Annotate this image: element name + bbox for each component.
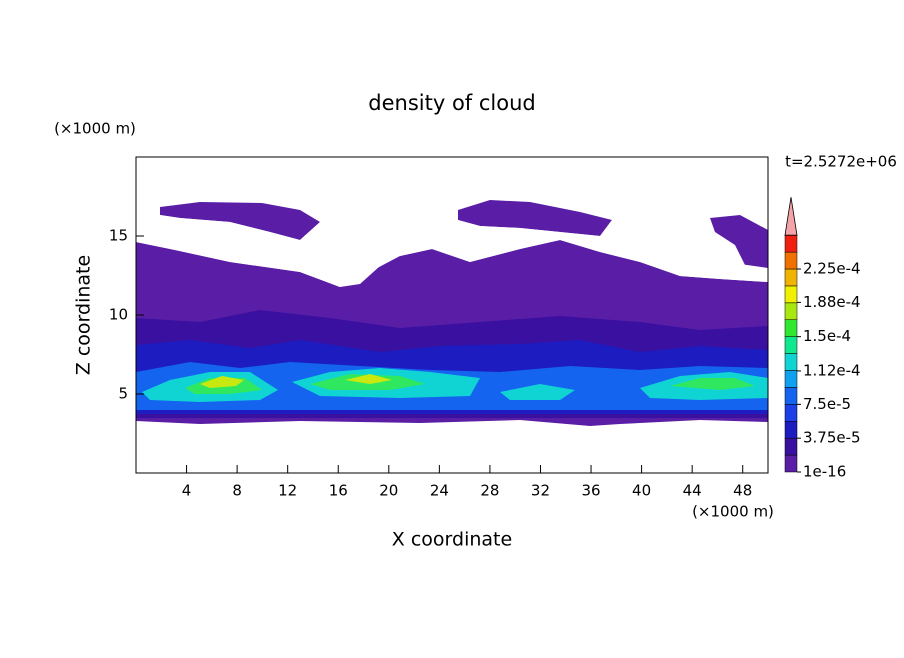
- x-unit: (×1000 m): [692, 503, 774, 521]
- colorbar-segment: [784, 404, 798, 422]
- colorbar-segment: [784, 251, 798, 270]
- x-tick-label: 8: [232, 482, 242, 500]
- colorbar-tick-label: 1.88e-4: [803, 293, 861, 311]
- x-tick-label: 28: [480, 482, 499, 500]
- colorbar-segment: [784, 336, 798, 354]
- chart-title: density of cloud: [368, 91, 535, 115]
- x-tick-label: 44: [683, 482, 702, 500]
- y-tick-label: 5: [118, 385, 128, 403]
- x-tick-label: 36: [581, 482, 600, 500]
- colorbar-segment: [784, 353, 798, 371]
- colorbar-segment: [784, 454, 798, 473]
- time-label: t=2.5272e+06: [785, 153, 897, 171]
- x-tick-label: 32: [531, 482, 550, 500]
- colorbar-segment: [784, 285, 798, 304]
- x-tick-label: 40: [632, 482, 651, 500]
- colorbar-segment: [784, 268, 798, 287]
- colorbar-tick-label: 1.12e-4: [803, 361, 861, 379]
- colorbar-segment: [784, 319, 798, 337]
- colorbar-tick-label: 1.5e-4: [803, 327, 851, 345]
- colorbar-segment: [784, 437, 798, 456]
- colorbar-segment: [784, 370, 798, 388]
- colorbar-segment: [784, 302, 798, 321]
- colorbar-extension: [784, 197, 798, 236]
- y-axis-label: Z coordinate: [73, 255, 95, 375]
- x-tick-label: 4: [182, 482, 192, 500]
- x-tick-label: 48: [733, 482, 752, 500]
- colorbar-tick-label: 1e-16: [803, 463, 846, 481]
- y-unit: (×1000 m): [54, 120, 136, 138]
- x-axis-label: X coordinate: [392, 529, 512, 551]
- colorbar-tick-label: 2.25e-4: [803, 260, 861, 278]
- contour-field: [136, 200, 768, 426]
- colorbar-tick-label: 3.75e-5: [803, 429, 861, 447]
- x-tick-label: 24: [430, 482, 449, 500]
- y-tick-label: 15: [109, 227, 128, 245]
- colorbar-tick-label: 7.5e-5: [803, 395, 851, 413]
- y-tick-label: 10: [109, 306, 128, 324]
- colorbar-segment: [784, 421, 798, 439]
- x-tick-label: 20: [379, 482, 398, 500]
- colorbar-segment: [784, 234, 798, 253]
- x-tick-label: 12: [278, 482, 297, 500]
- colorbar-segment: [784, 387, 798, 405]
- x-tick-label: 16: [329, 482, 348, 500]
